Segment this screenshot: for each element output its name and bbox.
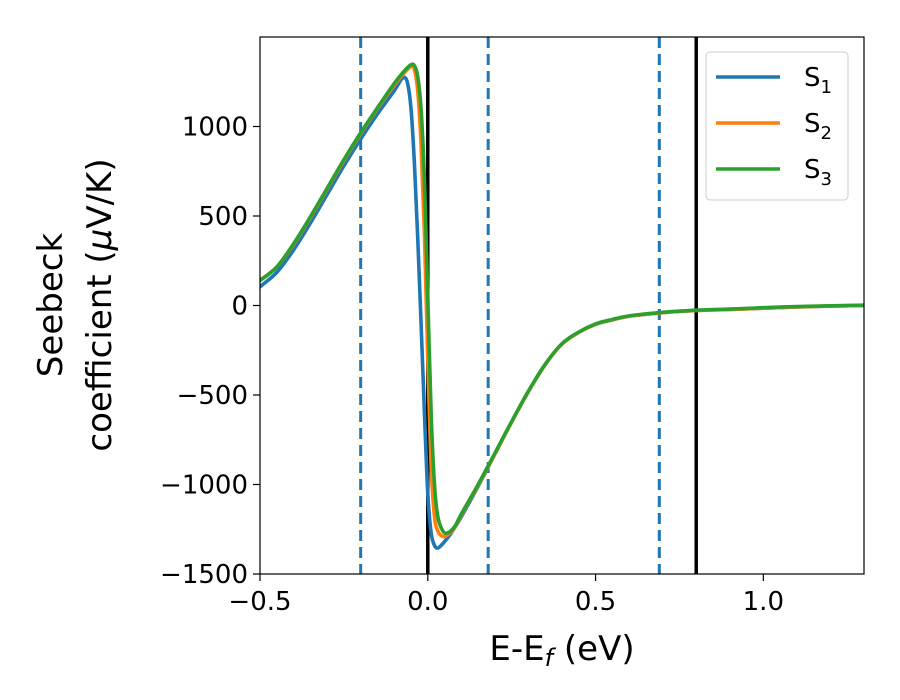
legend-label-s2: S2	[804, 109, 832, 144]
y-axis-title-line1: Seebeck	[31, 233, 71, 378]
y-tick-label: −1500	[160, 560, 248, 590]
y-tick-label: −1000	[160, 471, 248, 501]
x-tick-label: −0.5	[228, 587, 291, 617]
x-tick-label: 1.0	[743, 587, 784, 617]
x-axis-title: E-Ef (eV)	[489, 629, 634, 672]
y-axis-title-line2: coefficient (μV/K)	[80, 158, 120, 451]
legend-box	[705, 51, 849, 201]
y-tick-label: 1000	[182, 113, 248, 143]
x-tick-label: 0.0	[407, 587, 448, 617]
series-line-s3	[260, 62, 864, 536]
y-tick-label: 500	[198, 202, 248, 232]
y-tick-label: 0	[231, 292, 248, 322]
x-tick-label: 0.5	[575, 587, 616, 617]
y-tick-label: −500	[177, 381, 248, 411]
legend-label-s1: S1	[804, 63, 832, 98]
legend-label-s3: S3	[804, 155, 832, 190]
legend: S1 S2 S3	[705, 51, 849, 201]
